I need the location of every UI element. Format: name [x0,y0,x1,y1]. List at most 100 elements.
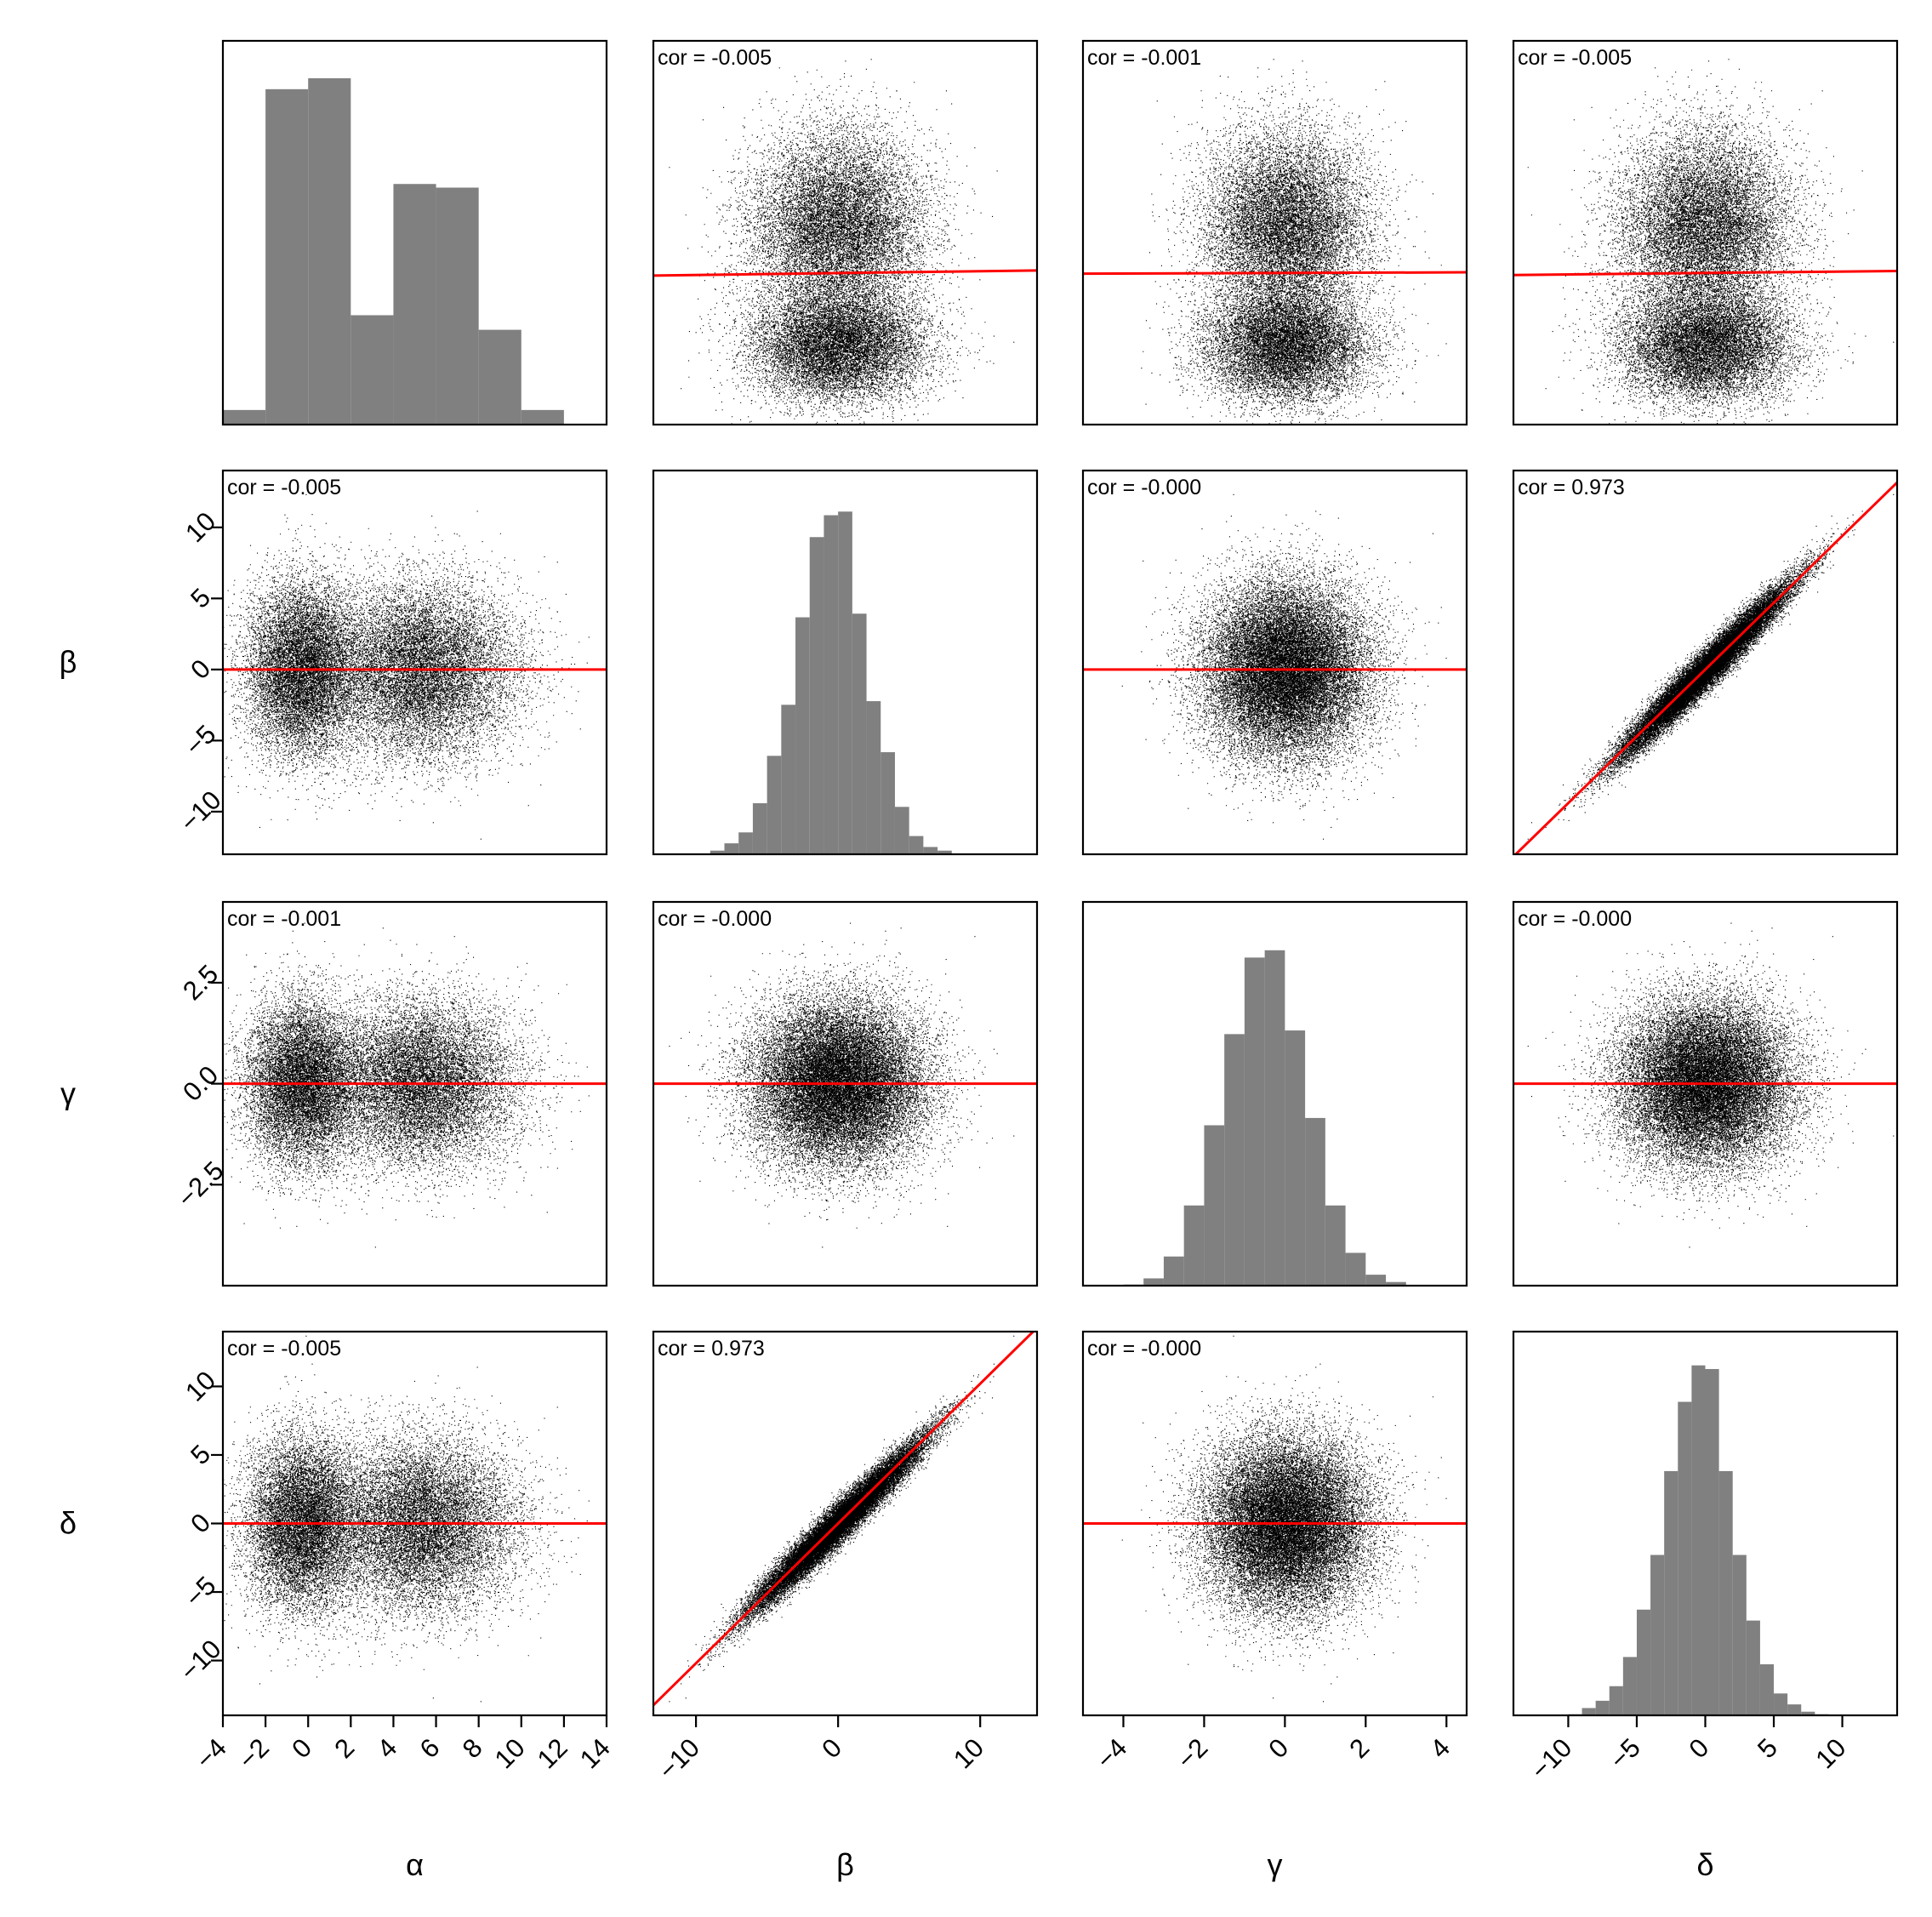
histogram-bar [1325,1206,1346,1286]
histogram-bar [781,705,795,854]
x-axis-label-gamma: γ [1268,1847,1283,1882]
histogram-bar [909,836,924,854]
histogram-bar [1582,1708,1596,1715]
x-axis-label-beta: β [836,1847,854,1882]
histogram-bar [1596,1701,1610,1715]
histogram-bar [810,537,824,854]
panel-gamma-vs-gamma [1083,902,1467,1286]
x-tick-label: 10 [489,1732,531,1774]
histogram-bar [1184,1206,1205,1286]
panels-layer: cor = -0.005 cor = -0.001 cor = -0.005 cor … [202,10,1897,1715]
x-tick-label: −4 [1091,1732,1133,1775]
panel-frame [653,41,1037,425]
scatter-points [669,10,1014,446]
histogram-bar [767,756,782,854]
correlation-label: cor = -0.000 [658,907,772,931]
histogram-bar [725,843,739,854]
panel-delta-vs-gamma: cor = -0.000 [1083,1332,1467,1715]
x-tick-label: 14 [574,1732,616,1774]
panel-gamma-vs-delta: cor = -0.000 [1513,902,1897,1286]
histogram-bar [1733,1555,1747,1715]
histogram-bar [1678,1402,1691,1715]
panel-delta-vs-alpha: cor = -0.005 [202,1332,638,1715]
regression-line [1513,482,1897,857]
scatter-points [1122,10,1447,446]
histogram-bar [1787,1704,1801,1715]
histogram-bar [1706,1369,1719,1715]
histogram-bar [1224,1034,1245,1286]
x-tick-label: 10 [1809,1732,1851,1774]
panel-alpha-vs-delta: cor = -0.005 [1513,10,1897,446]
axes-layer: −4 −2 0 2 4 6 8 10 12 14α−10 0 10β−4 −2 0 2 4γ−10 −5 0 5 10… [60,506,1852,1882]
x-tick-label: −2 [232,1732,275,1775]
histogram-bar [1265,950,1285,1286]
panel-delta-vs-beta: cor = 0.973 [653,1327,1037,1715]
x-tick-label: 8 [457,1732,488,1764]
y-tick-label: 2.5 [177,959,224,1006]
y-axis-label-delta: δ [60,1506,77,1541]
x-tick-label: 2 [328,1732,360,1764]
y-tick-label: −5 [180,719,222,762]
correlation-label: cor = 0.973 [658,1337,765,1361]
x-axis-label-delta: δ [1696,1847,1713,1882]
histogram-bar [350,315,393,425]
histogram-bar [1245,957,1265,1286]
histogram-bar [1143,1278,1164,1286]
histogram-bar [738,832,753,854]
histogram-bar [1365,1275,1386,1286]
regression-line [653,271,1037,276]
histogram-bar [1664,1471,1678,1715]
x-tick-label: −5 [1604,1732,1646,1775]
panel-beta-vs-gamma: cor = -0.000 [1083,471,1467,854]
histogram-bar [824,516,838,854]
histogram-bar [1204,1125,1224,1286]
y-tick-label: 0.0 [177,1060,224,1107]
histogram-bar [795,618,810,854]
histogram-bar [1691,1366,1705,1715]
scatter-points [1122,1336,1447,1703]
x-tick-label: 12 [532,1732,573,1774]
scatter-points [1528,10,1895,446]
histogram-bar [223,410,265,425]
panel-delta-vs-delta [1513,1332,1897,1715]
x-tick-label: −2 [1171,1732,1214,1775]
histogram-bar [852,613,867,854]
histogram-bar [1760,1664,1774,1715]
histogram-bar [1637,1610,1650,1715]
histogram-bar [265,89,308,425]
regression-line [1083,272,1467,274]
panel-beta-vs-delta: cor = 0.973 [1513,471,1897,857]
scatter-points [202,494,638,840]
scatter-points [202,1336,638,1703]
histogram-bar [1623,1657,1637,1715]
scatter-points [1122,494,1447,840]
y-tick-label: −5 [180,1571,222,1613]
x-tick-label: 0 [816,1732,847,1764]
correlation-label: cor = -0.005 [1518,46,1632,70]
x-tick-label: −10 [1525,1732,1577,1785]
panel-alpha-vs-beta: cor = -0.005 [653,10,1037,446]
histogram-bar [1285,1030,1305,1286]
y-tick-label: 10 [180,506,221,548]
x-tick-label: 10 [948,1732,989,1774]
histogram-bar [1305,1118,1325,1286]
histogram-bar [479,330,521,425]
correlation-label: cor = -0.001 [1087,46,1201,70]
correlation-label: cor = -0.000 [1518,907,1632,931]
panel-beta-vs-beta [653,471,1037,854]
y-tick-label: −10 [174,1634,227,1686]
histogram-bar [895,807,909,854]
panel-gamma-vs-beta: cor = -0.000 [653,902,1037,1286]
x-tick-label: −4 [190,1732,232,1775]
x-tick-label: −10 [653,1732,705,1785]
histogram-bar [923,847,938,854]
scatter-points [669,923,1014,1248]
correlation-label: cor = -0.005 [658,46,772,70]
histogram-bar [521,410,564,425]
histogram-bar [881,752,895,854]
y-tick-label: −2.5 [172,1155,230,1213]
scatter-points [202,923,638,1248]
panel-beta-vs-alpha: cor = -0.005 [202,471,638,854]
histogram-bar [436,188,479,425]
